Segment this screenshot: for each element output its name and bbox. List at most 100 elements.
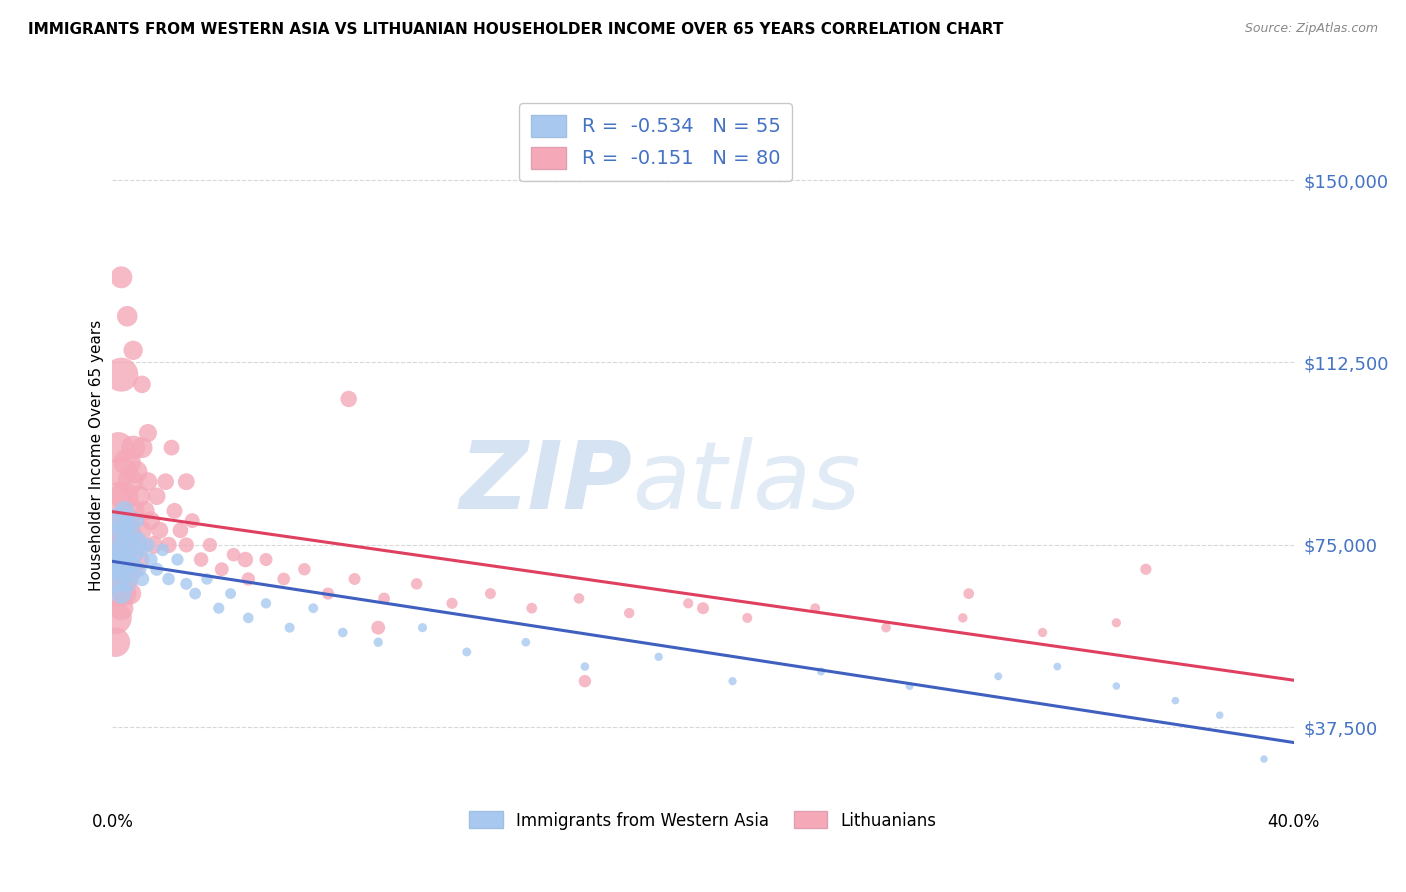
Point (273, 572, 295, 586)
Point (898, 679, 921, 693)
Point (112, 504, 135, 518)
Point (117, 548, 138, 562)
Point (1164, 693, 1187, 707)
Point (441, 596, 464, 610)
Point (160, 441, 183, 455)
Point (136, 425, 159, 440)
Point (233, 552, 256, 566)
Point (211, 562, 233, 576)
Point (574, 674, 596, 689)
Point (136, 538, 159, 552)
Point (107, 538, 129, 552)
Point (875, 621, 897, 635)
Point (1032, 625, 1054, 640)
Point (163, 504, 186, 518)
Point (479, 586, 502, 600)
Point (128, 552, 150, 566)
Point (721, 674, 744, 689)
Point (107, 542, 129, 557)
Point (181, 514, 204, 528)
Point (120, 567, 142, 582)
Point (117, 514, 138, 528)
Point (107, 586, 129, 600)
Point (110, 465, 132, 479)
Point (120, 586, 142, 600)
Point (515, 635, 537, 649)
Point (367, 635, 389, 649)
Point (1253, 752, 1275, 766)
Point (804, 601, 827, 615)
Point (104, 611, 127, 625)
Point (125, 465, 148, 479)
Point (110, 586, 132, 600)
Point (122, 441, 145, 455)
Point (1105, 615, 1128, 630)
Point (107, 562, 129, 576)
Point (110, 552, 132, 566)
Point (104, 524, 127, 538)
Point (125, 548, 148, 562)
Text: ZIP: ZIP (460, 437, 633, 529)
Text: Source: ZipAtlas.com: Source: ZipAtlas.com (1244, 22, 1378, 36)
Point (128, 489, 150, 503)
Point (1208, 708, 1232, 723)
Point (238, 572, 260, 586)
Point (254, 596, 277, 610)
Point (337, 392, 360, 406)
Point (146, 562, 169, 576)
Point (120, 475, 142, 489)
Point (122, 528, 145, 542)
Point (139, 552, 162, 566)
Point (1105, 679, 1128, 693)
Point (110, 601, 132, 615)
Point (146, 489, 169, 503)
Point (198, 538, 221, 552)
Point (411, 621, 433, 635)
Point (107, 514, 129, 528)
Point (112, 533, 135, 547)
Point (190, 552, 212, 566)
Point (139, 514, 162, 528)
Point (184, 586, 207, 600)
Point (110, 368, 132, 382)
Point (574, 659, 596, 673)
Point (122, 558, 145, 572)
Point (117, 518, 138, 533)
Point (110, 524, 132, 538)
Point (332, 625, 354, 640)
Legend: Immigrants from Western Asia, Lithuanians: Immigrants from Western Asia, Lithuanian… (463, 805, 943, 836)
Point (122, 562, 145, 576)
Point (195, 572, 218, 586)
Point (647, 649, 671, 664)
Point (155, 475, 177, 489)
Point (142, 538, 165, 552)
Point (128, 533, 150, 547)
Point (131, 377, 153, 392)
Point (1135, 562, 1157, 576)
Point (117, 455, 138, 469)
Point (120, 528, 142, 542)
Point (122, 343, 145, 358)
Point (134, 504, 156, 518)
Point (174, 577, 197, 591)
Point (520, 601, 543, 615)
Point (174, 538, 197, 552)
Point (112, 538, 135, 552)
Point (373, 591, 395, 606)
Point (131, 572, 153, 586)
Point (110, 552, 132, 566)
Point (316, 586, 339, 600)
Point (208, 601, 231, 615)
Point (692, 601, 714, 615)
Point (104, 552, 127, 566)
Point (122, 504, 145, 518)
Y-axis label: Householder Income Over 65 years: Householder Income Over 65 years (89, 319, 104, 591)
Point (152, 542, 174, 557)
Point (110, 270, 132, 285)
Text: atlas: atlas (633, 437, 860, 528)
Point (125, 538, 148, 552)
Point (117, 310, 138, 324)
Point (117, 572, 138, 586)
Point (254, 552, 277, 566)
Point (619, 606, 641, 620)
